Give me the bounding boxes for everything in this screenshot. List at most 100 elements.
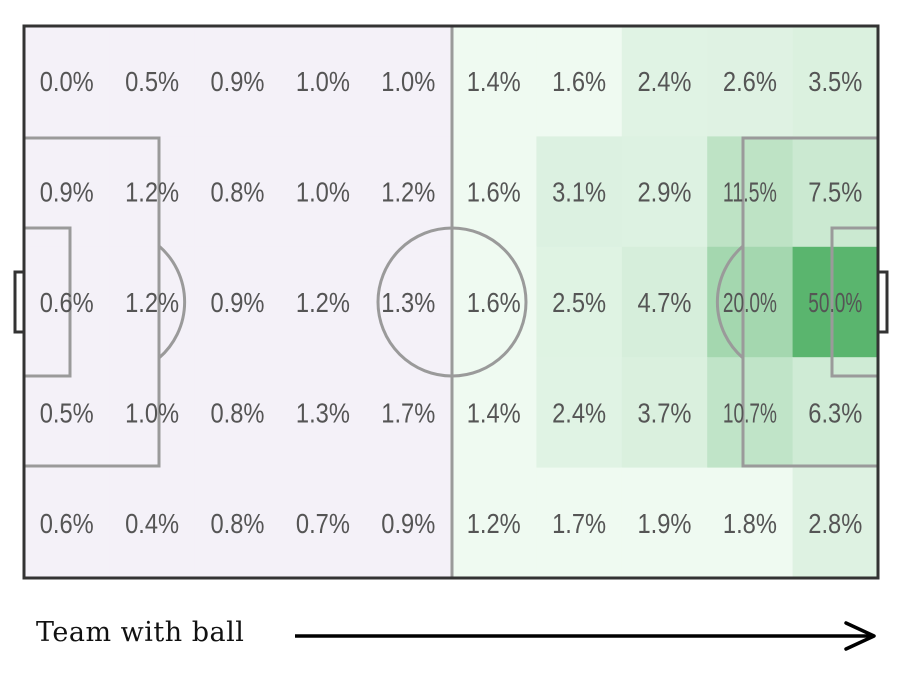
heatmap-cell [24, 467, 110, 579]
heatmap-cell [536, 467, 623, 579]
heatmap-cell-label: 2.8% [808, 508, 862, 539]
heatmap-cell-label: 1.2% [296, 287, 350, 318]
heatmap-cell-label: 1.0% [125, 397, 179, 428]
heatmap-cell-label: 1.6% [467, 177, 521, 208]
heatmap-cell-label: 0.5% [40, 397, 94, 428]
heatmap-cell [536, 246, 623, 358]
heatmap-cell-label: 0.6% [40, 287, 94, 318]
heatmap-cell [24, 246, 110, 358]
heatmap-cell [194, 136, 281, 248]
heatmap-cell [451, 26, 537, 137]
heatmap-cell [109, 136, 196, 248]
heatmap-cell [280, 246, 367, 358]
heatmap-cell-label: 0.5% [125, 66, 179, 97]
heatmap-cell [451, 467, 537, 579]
heatmap-cell-label: 1.3% [381, 287, 435, 318]
heatmap-cell [365, 467, 452, 579]
heatmap-cell-label: 3.5% [808, 66, 862, 97]
attack-direction-arrow [295, 621, 876, 651]
heatmap-cell [707, 26, 794, 137]
heatmap-cell-label: 7.5% [808, 177, 862, 208]
heatmap-cell-label: 20.0% [723, 287, 777, 318]
left-goal [13, 270, 26, 334]
heatmap-cell-label: 2.4% [638, 66, 692, 97]
heatmap-cell [707, 136, 794, 248]
heatmap-cell-label: 1.6% [467, 287, 521, 318]
heatmap-cell [621, 136, 708, 248]
heatmap-cell-label: 0.8% [211, 397, 265, 428]
heatmap-cell-label: 1.0% [296, 177, 350, 208]
heatmap-cell-label: 1.4% [467, 397, 521, 428]
heatmap-cell-label: 1.2% [467, 508, 521, 539]
heatmap-cell-label: 1.7% [381, 397, 435, 428]
heatmap-cell-label: 1.0% [296, 66, 350, 97]
right-penalty-arc [715, 244, 744, 360]
heatmap-cell-label: 0.4% [125, 508, 179, 539]
heatmap-labels: 0.0% 0.5% 0.9% 1.0% 1.0% 1.4% 1.6% 2.4% 2.6% 3.5%… [40, 66, 863, 539]
heatmap-cell-label: 0.9% [211, 287, 265, 318]
centre-circle [376, 226, 528, 378]
heatmap-cell [280, 136, 367, 248]
heatmap-cell-label: 1.3% [296, 397, 350, 428]
heatmap-cell [194, 467, 281, 579]
heatmap-cell [536, 136, 623, 248]
heatmap-cell-label: 1.4% [467, 66, 521, 97]
heatmap-cell-label: 1.7% [552, 508, 606, 539]
heatmap-cell [24, 26, 110, 137]
heatmap-cell [109, 357, 196, 469]
heatmap-cell-label: 11.5% [723, 177, 777, 208]
heatmap-cell [109, 467, 196, 579]
heatmap-cell-label: 1.2% [381, 177, 435, 208]
heatmap-cell-label: 0.6% [40, 508, 94, 539]
heatmap-cell-label: 2.6% [723, 66, 777, 97]
heatmap-cell-label: 1.0% [381, 66, 435, 97]
heatmap-cell [792, 246, 879, 358]
heatmap-cell [621, 26, 708, 137]
heatmap-cell-label: 0.9% [211, 66, 265, 97]
attack-direction-caption: Team with ball [36, 616, 245, 648]
heatmap-cell [536, 26, 623, 137]
heatmap-cell-label: 50.0% [808, 287, 862, 318]
heatmap-cell-label: 1.2% [125, 177, 179, 208]
heatmap-cell [621, 467, 708, 579]
heatmap-cell [792, 467, 879, 579]
heatmap-cell-label: 2.5% [552, 287, 606, 318]
heatmap-cell-label: 0.8% [211, 177, 265, 208]
heatmap-cell [280, 467, 367, 579]
heatmap-cell-label: 1.6% [552, 66, 606, 97]
pitch-svg: 0.0% 0.5% 0.9% 1.0% 1.0% 1.4% 1.6% 2.4% 2.6% 3.5%… [13, 24, 889, 580]
heatmap-cell [365, 246, 452, 358]
heatmap-cell [194, 26, 281, 137]
heatmap-cell [621, 357, 708, 469]
heatmap-cell [707, 467, 794, 579]
heatmap-cell [109, 246, 196, 358]
left-penalty-arc [158, 244, 187, 360]
heatmap-cell [194, 357, 281, 469]
heatmap-cell-label: 3.1% [552, 177, 606, 208]
heatmap-cell [707, 357, 794, 469]
heatmap-cell-label: 10.7% [723, 397, 777, 428]
heatmap-cell-label: 2.9% [638, 177, 692, 208]
heatmap-cell [451, 246, 537, 358]
right-goal [876, 270, 889, 334]
heatmap-cell-label: 0.8% [211, 508, 265, 539]
heatmap-cell [707, 246, 794, 358]
heatmap-cell [621, 246, 708, 358]
heatmap-cell [194, 246, 281, 358]
heatmap-cell-label: 0.7% [296, 508, 350, 539]
heatmap-cell [792, 26, 879, 137]
heatmap-cell-label: 4.7% [638, 287, 692, 318]
pitch-heatmap: 0.0% 0.5% 0.9% 1.0% 1.0% 1.4% 1.6% 2.4% 2.6% 3.5%… [13, 24, 889, 580]
heatmap-cell-label: 3.7% [638, 397, 692, 428]
heatmap-cell [536, 357, 623, 469]
heatmap-cell-label: 1.8% [723, 508, 777, 539]
heatmap-cell [109, 26, 196, 137]
heatmap-cell-label: 0.9% [381, 508, 435, 539]
pitch-border [13, 24, 889, 580]
heatmap-cell-label: 6.3% [808, 397, 862, 428]
heatmap-cell [365, 26, 452, 137]
heatmap-cell-label: 0.0% [40, 66, 94, 97]
heatmap-cell-label: 0.9% [40, 177, 94, 208]
heatmap-cell [280, 357, 367, 469]
heatmap-cell-label: 1.2% [125, 287, 179, 318]
